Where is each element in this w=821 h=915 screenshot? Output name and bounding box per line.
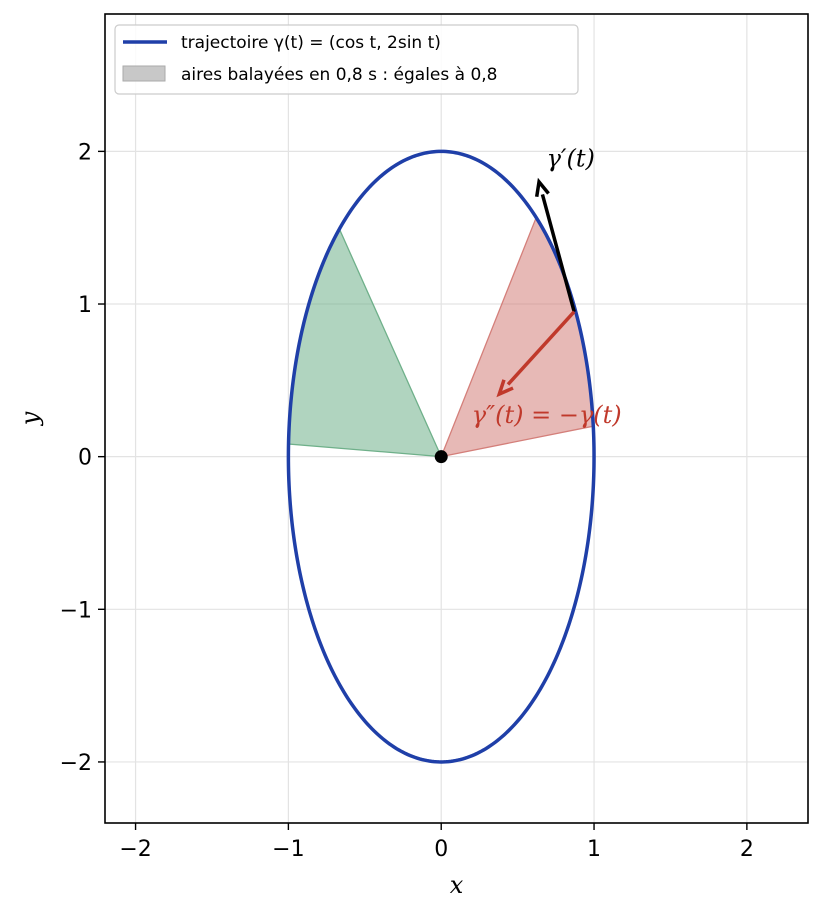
x-tick-label: 2 [740, 837, 754, 862]
x-tick-label: −2 [119, 837, 151, 862]
x-tick-label: 0 [434, 837, 448, 862]
trajectory-layer [286, 149, 596, 764]
ticks: −2 −1 0 1 2 −2 −1 0 1 2 [60, 140, 754, 862]
acceleration-label: γ″(t) = −γ(t) [472, 401, 622, 429]
y-tick-label: 2 [78, 140, 92, 165]
vectors: γ′(t) γ″(t) = −γ(t) [472, 145, 622, 429]
trajectory-curve [286, 149, 596, 764]
y-tick-label: 1 [78, 293, 92, 318]
origin-point [434, 450, 448, 464]
y-axis-label: y [16, 411, 44, 426]
legend: trajectoire γ(t) = (cos t, 2sin t) aires … [114, 24, 579, 95]
x-tick-label: 1 [587, 837, 601, 862]
velocity-vector [540, 193, 576, 313]
legend-curve-label: trajectoire γ(t) = (cos t, 2sin t) [181, 33, 441, 53]
y-tick-label: −1 [60, 598, 92, 623]
velocity-label: γ′(t) [547, 145, 595, 173]
axes: xy [16, 13, 809, 899]
x-axis-label: x [450, 871, 464, 899]
legend-area-label: aires balayées en 0,8 s : égales à 0,8 [181, 65, 498, 85]
y-tick-label: 0 [78, 446, 92, 471]
legend-area-swatch [122, 65, 166, 82]
x-tick-label: −1 [272, 837, 304, 862]
legend-box [114, 24, 579, 95]
velocity-arrowhead [534, 177, 550, 197]
swept-sector [287, 227, 443, 458]
acceleration-arrowhead [496, 379, 514, 398]
y-tick-label: −2 [60, 751, 92, 776]
acceleration-vector [506, 310, 576, 386]
axes-frame [104, 13, 809, 824]
